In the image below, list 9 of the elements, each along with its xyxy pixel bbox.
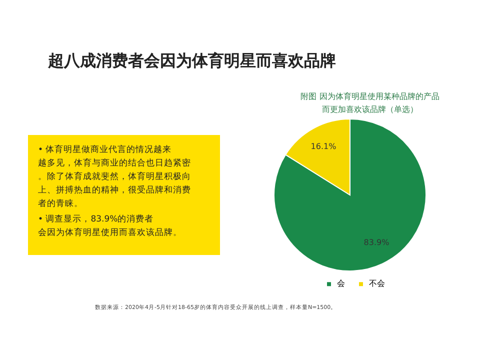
pie-slice (274, 118, 426, 272)
chart-title: 超八成消费者会因为体育明星而喜欢品牌 (47, 51, 336, 70)
data-label: 16.1% (310, 142, 337, 152)
data-label: 83.9% (364, 238, 390, 247)
legend-label: 会 (337, 279, 345, 288)
chart-subtitle: 附图 因为体育明星使用某种品牌的产品而更加喜欢该品牌（单选） (300, 92, 440, 114)
legend-label: 不会 (369, 279, 385, 288)
text: • 体育明星做商业代言的情况越来越多见，体育与商业的结合也日趋紧密。除了体育成就斐然，体育明星积极向上、拼搏热血的精神，很受品牌和消费者的青睐。 (38, 144, 191, 209)
text: • 调查显示，83.9%的消费者会因为体育明星使用而喜欢该品牌。 (38, 214, 182, 238)
